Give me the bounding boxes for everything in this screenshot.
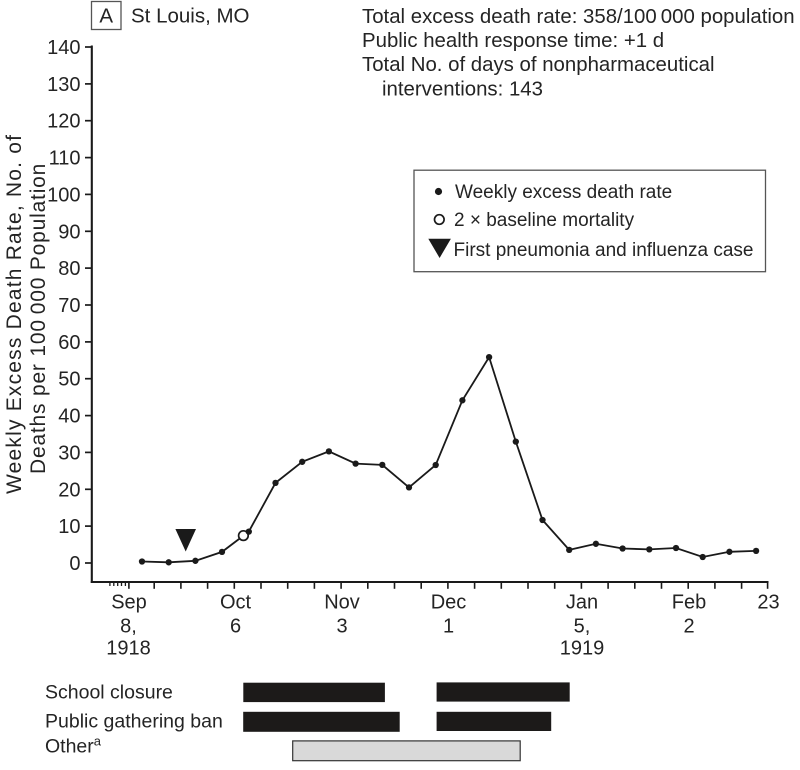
svg-text:School closure: School closure — [45, 682, 173, 704]
svg-text:10: 10 — [58, 516, 80, 538]
svg-text:100: 100 — [47, 184, 80, 206]
svg-text:1918: 1918 — [106, 638, 151, 660]
svg-text:120: 120 — [47, 111, 80, 133]
svg-text:130: 130 — [47, 74, 80, 96]
svg-text:2 × baseline mortality: 2 × baseline mortality — [454, 210, 635, 231]
svg-text:A: A — [99, 5, 113, 28]
svg-text:St Louis, MO: St Louis, MO — [131, 5, 250, 28]
svg-text:50: 50 — [58, 369, 80, 391]
svg-text:90: 90 — [58, 221, 80, 243]
svg-text:30: 30 — [58, 442, 80, 464]
svg-text:Weekly Excess Death Rate, No.: Weekly Excess Death Rate, No. of — [3, 134, 26, 494]
svg-text:3: 3 — [336, 616, 347, 638]
svg-text:2: 2 — [683, 616, 694, 638]
svg-text:60: 60 — [58, 332, 80, 354]
svg-text:23: 23 — [757, 592, 779, 614]
svg-text:1: 1 — [443, 616, 454, 638]
svg-text:Total No. of days of nonpharma: Total No. of days of nonpharmaceutical — [362, 54, 715, 76]
svg-text:70: 70 — [58, 295, 80, 317]
svg-text:First pneumonia and influenza: First pneumonia and influenza case — [454, 240, 754, 261]
svg-text:Oct: Oct — [220, 592, 252, 614]
svg-text:5,: 5, — [574, 616, 591, 638]
svg-text:Weekly excess death rate: Weekly excess death rate — [455, 182, 672, 203]
svg-text:Deaths per 100 000 Population: Deaths per 100 000 Population — [27, 163, 50, 474]
svg-text:Public gathering ban: Public gathering ban — [45, 711, 223, 733]
svg-text:20: 20 — [58, 479, 80, 501]
svg-text:Jan: Jan — [566, 592, 598, 614]
svg-text:6: 6 — [230, 616, 241, 638]
svg-text:8,: 8, — [120, 616, 137, 638]
svg-text:Othera: Othera — [45, 734, 102, 758]
svg-text:Nov: Nov — [324, 592, 360, 614]
svg-text:Dec: Dec — [431, 592, 467, 614]
svg-text:Feb: Feb — [672, 592, 706, 614]
svg-text:110: 110 — [49, 148, 81, 170]
svg-text:interventions: 143: interventions: 143 — [382, 79, 543, 101]
svg-text:1919: 1919 — [560, 638, 605, 660]
svg-text:140: 140 — [47, 37, 80, 59]
svg-text:80: 80 — [58, 258, 80, 280]
svg-text:40: 40 — [58, 406, 80, 428]
svg-text:Sep: Sep — [111, 592, 147, 614]
svg-text:Public health response time: +: Public health response time: +1 d — [362, 30, 664, 52]
svg-text:Total excess death rate: 358/1: Total excess death rate: 358/100 000 pop… — [362, 6, 795, 28]
svg-text:0: 0 — [69, 553, 80, 575]
